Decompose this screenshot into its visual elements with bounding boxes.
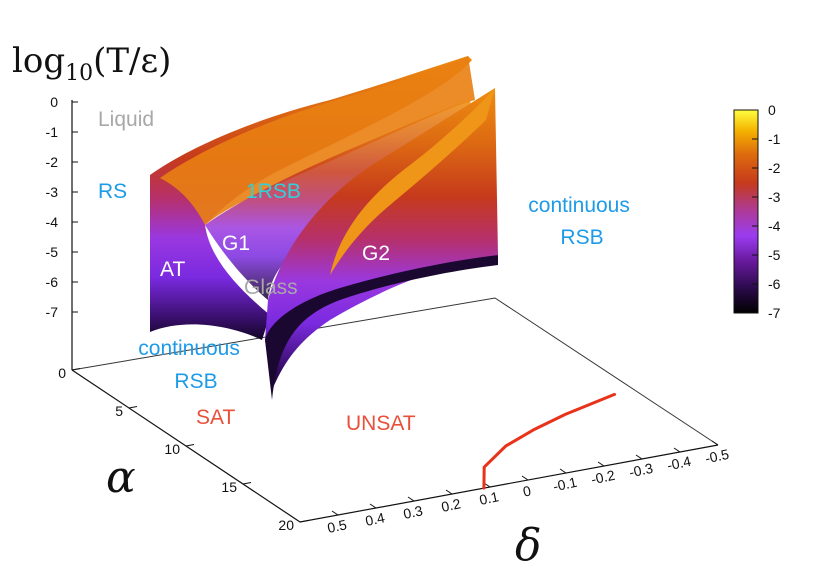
delta-tick-label: -0.1 [551, 474, 578, 495]
delta-tick-label: 0 [521, 482, 532, 499]
label-glass: Glass [244, 276, 298, 299]
delta-axis-label: δ [515, 520, 542, 571]
alpha-axis-label: α [106, 452, 136, 503]
z-tick-label: -5 [46, 244, 59, 260]
delta-tick-label: 0.4 [364, 509, 387, 529]
alpha-tick-mark [299, 520, 309, 523]
region-labels: Liquid RS 1RSB continuous RSB AT G1 G2 G… [98, 108, 635, 435]
colorbar-tick-label: -1 [768, 131, 781, 147]
z-axis-label: log10(T/ε) [12, 41, 171, 86]
surface-sheet-g2 [265, 88, 498, 390]
alpha-tick-mark [128, 406, 138, 409]
z-tick-label: 0 [50, 94, 58, 110]
alpha-tick-label: 10 [164, 441, 180, 457]
label-g1: G1 [222, 232, 250, 255]
colorbar: 0 -1 -2 -3 -4 -5 -6 -7 [733, 102, 781, 321]
floor-plane: 0 5 10 15 20 0.5 0.4 0.3 0.2 0.1 0 -0.1 -0.2 -0.3 -0.… [58, 297, 731, 536]
surface-ridge-1 [160, 56, 475, 225]
alpha-tick-label: 5 [115, 403, 123, 419]
delta-tick-mark [559, 468, 567, 474]
colorbar-tick-label: -7 [768, 305, 781, 321]
delta-tick-label: -0.2 [589, 467, 616, 488]
alpha-tick-label: 20 [278, 517, 294, 533]
delta-tick-label: 0.3 [402, 502, 425, 522]
label-continuous-rsb-right: continuous RSB [528, 194, 635, 249]
z-ticks: 0 -1 -2 -3 -4 -5 -6 -7 [46, 94, 78, 320]
label-unsat: UNSAT [346, 412, 416, 435]
colorbar-tick-label: -4 [768, 218, 781, 234]
z-tick-label: -1 [46, 124, 59, 140]
label-g2: G2 [362, 242, 390, 265]
delta-tick-label: 0.2 [440, 495, 463, 515]
z-tick-label: -6 [46, 274, 59, 290]
delta-tick-mark [521, 475, 529, 481]
label-at: AT [160, 258, 185, 281]
z-tick-label: -4 [46, 214, 59, 230]
delta-tick-mark [331, 510, 339, 516]
label-continuous-rsb-left: continuous RSB [138, 337, 245, 393]
z-axis: 0 -1 -2 -3 -4 -5 -6 -7 [46, 94, 78, 370]
colorbar-tick-label: -2 [768, 160, 781, 176]
label-continuous-rsb-left-line2: RSB [174, 370, 217, 393]
delta-tick-label: 0.1 [478, 488, 501, 508]
svg-text:log10(T/ε): log10(T/ε) [12, 41, 171, 86]
colorbar-gradient [733, 109, 759, 314]
delta-tick-mark [445, 489, 453, 495]
delta-tick-mark [635, 454, 643, 460]
alpha-tick-label: 15 [221, 479, 237, 495]
alpha-ticks: 0 5 10 15 20 [58, 365, 309, 533]
z-label-arg: (T/ε) [93, 41, 171, 81]
label-1rsb: 1RSB [246, 180, 301, 203]
colorbar-tick-label: -3 [768, 189, 781, 205]
label-continuous-rsb-right-line1: continuous [528, 194, 630, 217]
delta-tick-mark [407, 496, 415, 502]
delta-tick-label: -0.4 [665, 453, 692, 474]
delta-ticks: 0.5 0.4 0.3 0.2 0.1 0 -0.1 -0.2 -0.3 -0.4 -0.5 [326, 440, 731, 536]
sat-unsat-curve [482, 392, 616, 490]
delta-tick-mark [673, 447, 681, 453]
surface-fin-g2 [330, 88, 495, 275]
surface-base-edge [265, 255, 498, 400]
alpha-tick-mark [71, 368, 81, 371]
delta-tick-mark [597, 461, 605, 467]
label-continuous-rsb-right-line2: RSB [560, 226, 603, 249]
alpha-tick-label: 0 [58, 365, 66, 381]
colorbar-tick-label: -5 [768, 247, 781, 263]
delta-tick-label: 0.5 [326, 516, 349, 536]
delta-tick-label: -0.3 [627, 460, 654, 481]
z-label-sub: 10 [65, 61, 93, 86]
label-continuous-rsb-left-line1: continuous [138, 337, 240, 360]
z-tick-label: -3 [46, 184, 59, 200]
delta-tick-mark [711, 440, 719, 446]
alpha-tick-mark [242, 482, 252, 485]
z-label-base: log [12, 41, 65, 81]
delta-tick-mark [369, 503, 377, 509]
label-rs: RS [98, 180, 127, 203]
z-tick-label: -7 [46, 304, 59, 320]
z-tick-label: -2 [46, 154, 59, 170]
colorbar-tick-label: -6 [768, 276, 781, 292]
colorbar-ticks: 0 -1 -2 -3 -4 -5 -6 -7 [752, 102, 781, 321]
label-sat: SAT [196, 406, 235, 429]
glass-surface [150, 56, 498, 400]
alpha-tick-mark [185, 444, 195, 447]
colorbar-tick-label: 0 [768, 102, 776, 118]
label-liquid: Liquid [98, 108, 154, 131]
delta-tick-label: -0.5 [703, 446, 730, 467]
